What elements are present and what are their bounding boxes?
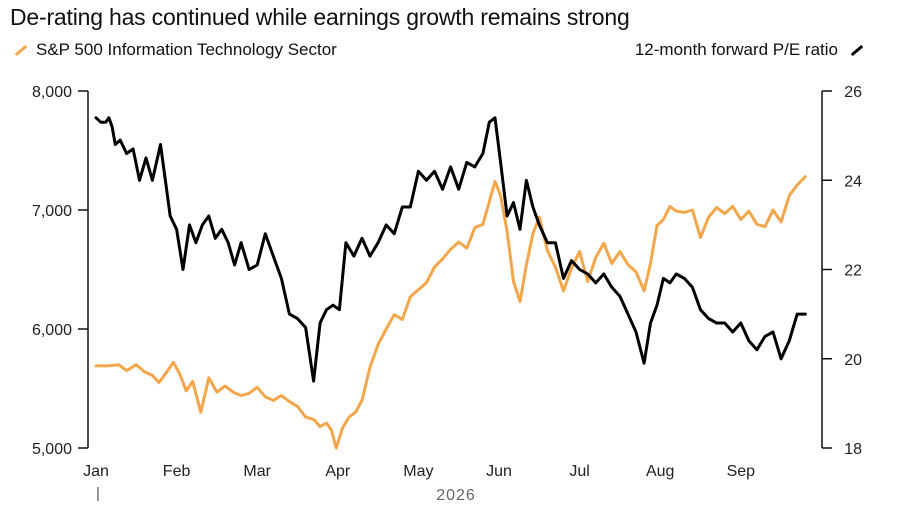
left-axis-tick-label: 5,000: [32, 441, 72, 458]
legend-pe-ratio: 12-month forward P/E ratio: [635, 40, 864, 60]
series-line-0: [94, 175, 807, 450]
x-axis-tick-label: Jun: [486, 463, 512, 480]
right-axis-tick-label: 22: [844, 263, 862, 280]
year-label: 2026: [436, 487, 476, 504]
left-axis-tick-label: 7,000: [32, 203, 72, 220]
x-axis-tick-label: Apr: [325, 463, 351, 480]
right-axis-tick-label: 26: [844, 84, 862, 101]
left-axis-tick-label: 6,000: [32, 322, 72, 339]
legend-label-sp500: S&P 500 Information Technology Sector: [36, 40, 337, 59]
x-axis-tick-label: Mar: [243, 463, 271, 480]
right-axis-tick-label: 18: [844, 441, 862, 458]
chart-title: De-rating has continued while earnings g…: [10, 4, 630, 30]
legend-label-pe: 12-month forward P/E ratio: [634, 40, 838, 59]
x-axis-tick-label: Feb: [163, 463, 191, 480]
x-axis-tick-label: Aug: [646, 463, 674, 480]
x-axis-tick-label: May: [403, 463, 433, 480]
right-axis-tick-label: 24: [844, 173, 862, 190]
left-axis-tick-label: 8,000: [32, 84, 72, 101]
x-axis-tick-label: Jul: [569, 463, 589, 480]
x-axis-tick-label: Jan: [83, 463, 109, 480]
series-line-1: [94, 116, 807, 383]
right-axis-tick-label: 20: [844, 352, 862, 369]
legend-sp500: S&P 500 Information Technology Sector: [10, 40, 337, 60]
x-axis-tick-label: Sep: [727, 463, 756, 480]
